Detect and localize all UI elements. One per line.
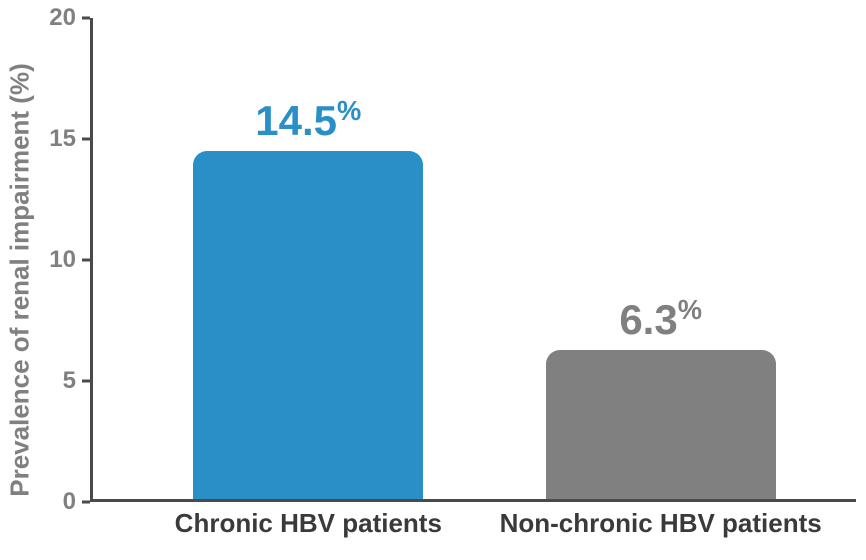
- y-tick-label: 5: [63, 367, 76, 395]
- y-tick-label: 0: [63, 488, 76, 516]
- y-tick: [82, 259, 90, 262]
- y-tick: [82, 380, 90, 383]
- y-tick: [82, 501, 90, 504]
- x-category-label: Chronic HBV patients: [175, 508, 442, 539]
- y-tick: [82, 138, 90, 141]
- percent-suffix: %: [337, 95, 361, 126]
- bar-value-number: 6.3: [619, 296, 677, 343]
- percent-suffix: %: [678, 294, 702, 325]
- renal-prevalence-chart: Prevalence of renal impairment (%) 14.5%…: [0, 0, 866, 560]
- bar-value-label: 6.3%: [619, 294, 702, 344]
- bar-value-label: 14.5%: [255, 95, 361, 145]
- y-tick-label: 20: [49, 4, 76, 32]
- y-tick: [82, 17, 90, 20]
- y-axis-label: Prevalence of renal impairment (%): [5, 63, 36, 496]
- plot-area: 14.5%6.3% 05101520Chronic HBV patientsNo…: [90, 18, 856, 502]
- bars-container: 14.5%6.3%: [90, 18, 856, 502]
- y-tick-label: 15: [49, 125, 76, 153]
- bar-value-number: 14.5: [255, 97, 337, 144]
- x-category-label: Non-chronic HBV patients: [500, 508, 822, 539]
- bar: [193, 151, 423, 499]
- y-tick-label: 10: [49, 246, 76, 274]
- bar: [546, 350, 776, 499]
